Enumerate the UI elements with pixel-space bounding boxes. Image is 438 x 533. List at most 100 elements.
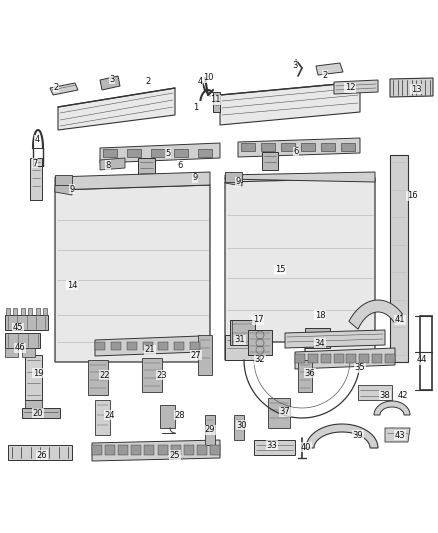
Polygon shape xyxy=(184,445,194,455)
Text: 20: 20 xyxy=(33,408,43,417)
Text: 40: 40 xyxy=(301,442,311,451)
Text: 41: 41 xyxy=(395,316,405,325)
Polygon shape xyxy=(30,158,42,200)
Polygon shape xyxy=(213,92,220,112)
Polygon shape xyxy=(305,328,330,348)
Polygon shape xyxy=(359,354,369,363)
Polygon shape xyxy=(390,78,433,97)
Polygon shape xyxy=(316,63,343,75)
Polygon shape xyxy=(151,149,165,157)
Text: 2: 2 xyxy=(53,83,59,92)
Text: 17: 17 xyxy=(253,316,263,325)
Polygon shape xyxy=(127,342,137,350)
Polygon shape xyxy=(171,445,180,455)
Polygon shape xyxy=(301,143,315,151)
Polygon shape xyxy=(374,401,410,415)
Text: 29: 29 xyxy=(205,425,215,434)
Polygon shape xyxy=(5,348,18,357)
Polygon shape xyxy=(298,360,312,392)
Polygon shape xyxy=(225,335,260,360)
Text: 23: 23 xyxy=(157,370,167,379)
Polygon shape xyxy=(321,143,335,151)
Text: 36: 36 xyxy=(304,368,315,377)
Polygon shape xyxy=(55,175,72,185)
Polygon shape xyxy=(21,308,25,315)
Text: 24: 24 xyxy=(105,410,115,419)
Polygon shape xyxy=(285,330,385,348)
Text: 6: 6 xyxy=(293,148,299,157)
Polygon shape xyxy=(205,415,215,445)
Polygon shape xyxy=(295,348,395,369)
Text: 30: 30 xyxy=(237,421,247,430)
Text: 33: 33 xyxy=(267,440,277,449)
Polygon shape xyxy=(127,149,141,157)
Text: 16: 16 xyxy=(407,191,417,200)
Polygon shape xyxy=(118,445,128,455)
Text: 12: 12 xyxy=(345,84,355,93)
Text: 13: 13 xyxy=(411,85,421,93)
Polygon shape xyxy=(174,149,188,157)
Polygon shape xyxy=(131,445,141,455)
Text: 3: 3 xyxy=(292,61,298,69)
Polygon shape xyxy=(50,83,78,95)
Text: 21: 21 xyxy=(145,345,155,354)
Polygon shape xyxy=(158,445,168,455)
Polygon shape xyxy=(22,408,60,418)
Polygon shape xyxy=(281,143,295,151)
Text: 37: 37 xyxy=(279,408,290,416)
Polygon shape xyxy=(390,155,408,362)
Polygon shape xyxy=(346,354,357,363)
Polygon shape xyxy=(6,308,10,315)
Text: 10: 10 xyxy=(203,74,213,83)
Text: 1: 1 xyxy=(193,103,198,112)
Text: 46: 46 xyxy=(15,343,25,352)
Polygon shape xyxy=(341,143,355,151)
Text: 27: 27 xyxy=(191,351,201,359)
Text: 34: 34 xyxy=(314,338,325,348)
Polygon shape xyxy=(244,360,360,418)
Polygon shape xyxy=(100,143,220,163)
Polygon shape xyxy=(295,354,305,363)
Text: 39: 39 xyxy=(353,431,363,440)
Polygon shape xyxy=(225,178,375,360)
Text: 6: 6 xyxy=(177,160,183,169)
Polygon shape xyxy=(35,308,39,315)
Text: 19: 19 xyxy=(33,368,43,377)
Polygon shape xyxy=(105,445,115,455)
Polygon shape xyxy=(92,440,220,461)
Text: 2: 2 xyxy=(145,77,151,86)
Polygon shape xyxy=(103,149,117,157)
Polygon shape xyxy=(248,330,272,355)
Polygon shape xyxy=(138,158,155,175)
Text: 44: 44 xyxy=(417,356,427,365)
Polygon shape xyxy=(225,172,375,182)
Polygon shape xyxy=(92,445,102,455)
Polygon shape xyxy=(88,360,108,395)
Polygon shape xyxy=(197,445,207,455)
Text: 45: 45 xyxy=(13,324,23,333)
Text: 11: 11 xyxy=(210,95,220,104)
Polygon shape xyxy=(95,400,110,435)
Polygon shape xyxy=(238,138,360,157)
Polygon shape xyxy=(198,335,212,375)
Polygon shape xyxy=(210,445,220,455)
Polygon shape xyxy=(142,342,152,350)
Polygon shape xyxy=(225,178,242,186)
Polygon shape xyxy=(55,172,210,190)
Text: 31: 31 xyxy=(235,335,245,344)
Polygon shape xyxy=(14,308,18,315)
Text: 9: 9 xyxy=(192,174,198,182)
Text: 22: 22 xyxy=(100,370,110,379)
Text: 25: 25 xyxy=(170,450,180,459)
Polygon shape xyxy=(358,385,392,400)
Text: 18: 18 xyxy=(314,311,325,319)
Polygon shape xyxy=(334,80,378,94)
Text: 28: 28 xyxy=(175,410,185,419)
Polygon shape xyxy=(385,354,395,363)
Polygon shape xyxy=(308,354,318,363)
Text: 8: 8 xyxy=(105,160,111,169)
Polygon shape xyxy=(25,355,42,400)
Text: 4: 4 xyxy=(34,135,39,144)
Polygon shape xyxy=(262,152,278,170)
Polygon shape xyxy=(385,428,410,442)
